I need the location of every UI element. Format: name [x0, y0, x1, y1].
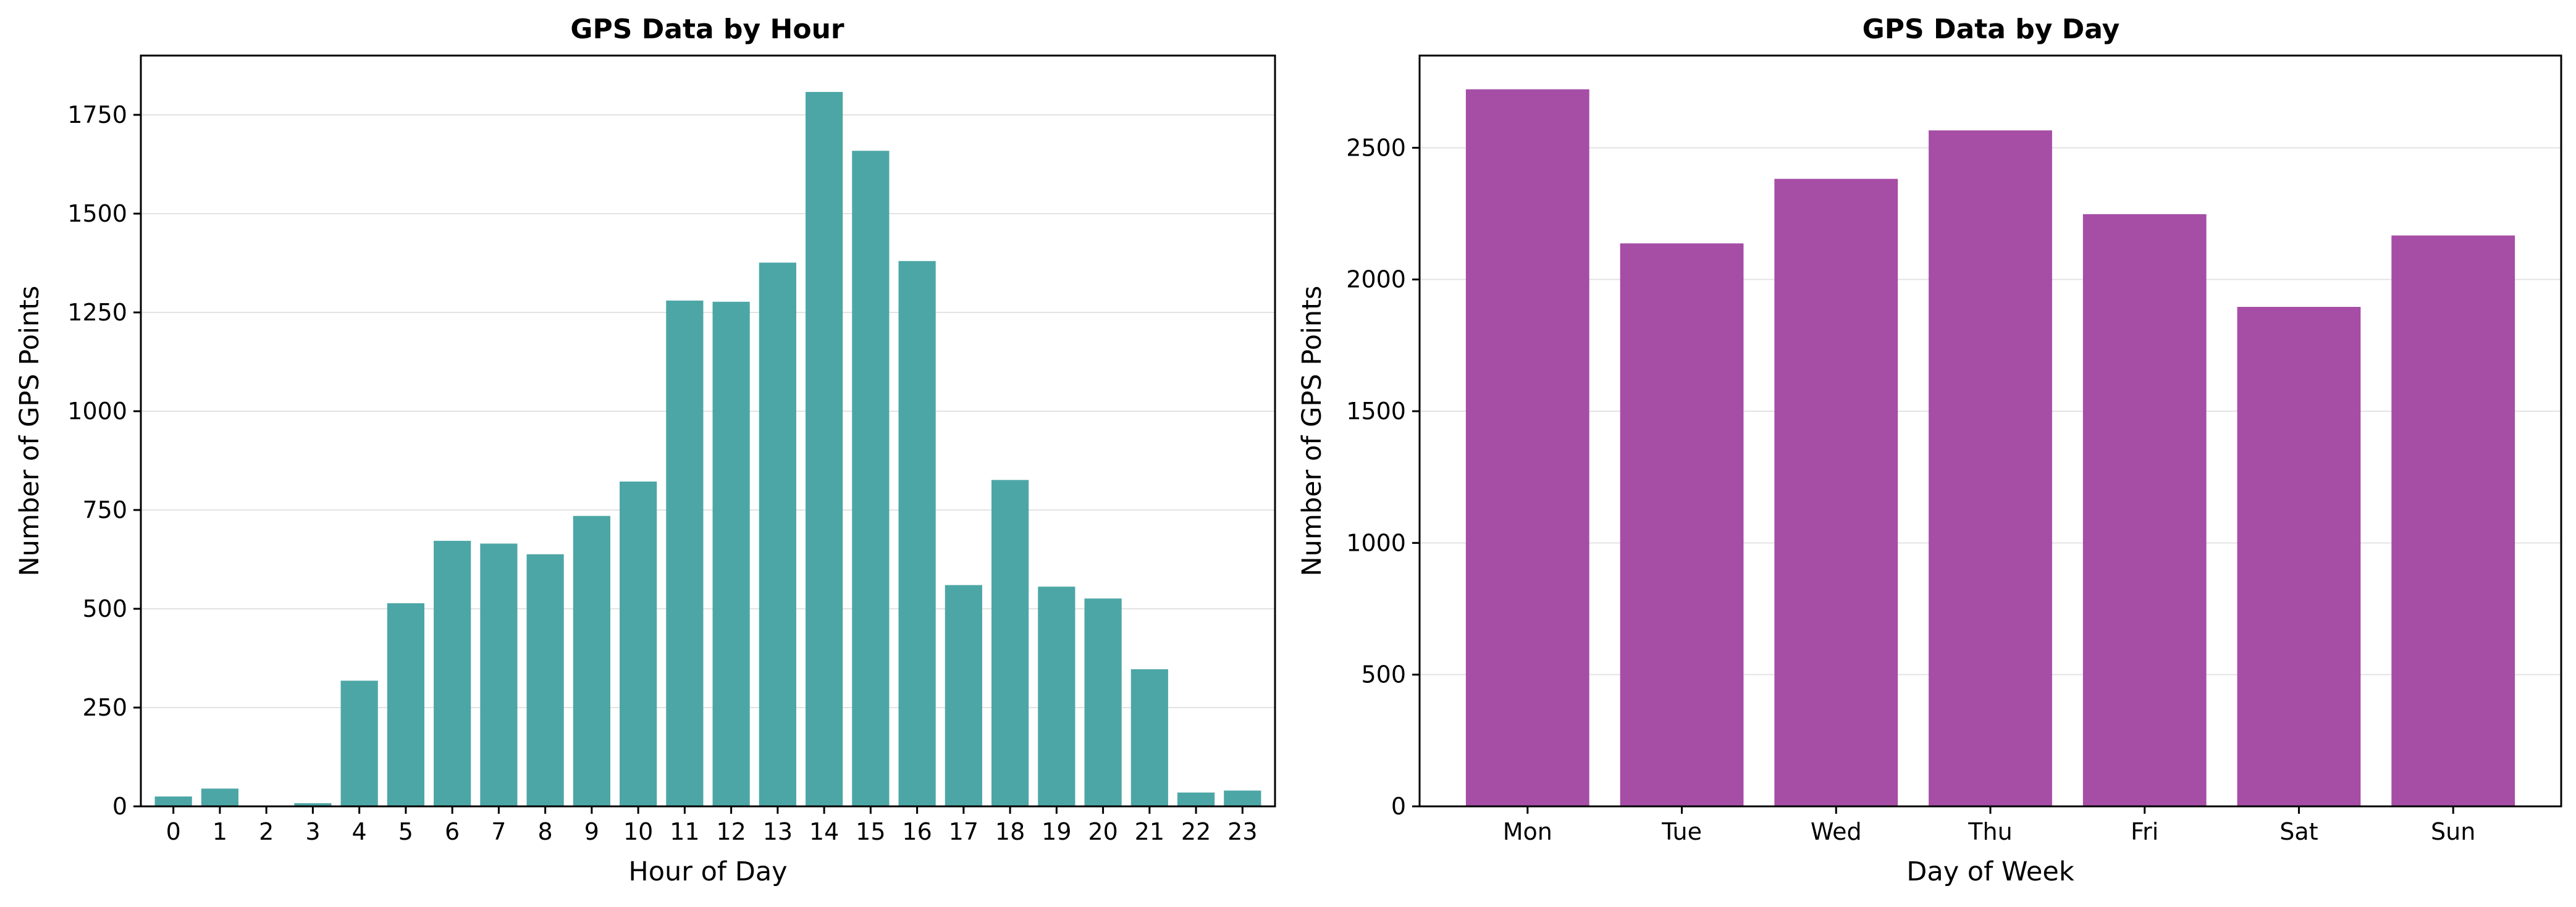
hour-bar-0: [154, 796, 192, 806]
hour-xtick-label: 17: [949, 818, 979, 845]
hour-xtick-label: 5: [398, 818, 413, 845]
hour-ytick-label: 1750: [67, 101, 127, 128]
hour-bar-14: [806, 91, 843, 806]
hour-chart-frame: [140, 54, 1276, 808]
hour-bar-3: [294, 803, 332, 806]
hour-bar-4: [340, 680, 378, 806]
hour-bar-10: [620, 481, 657, 806]
day-ytick-label: 2000: [1346, 266, 1406, 293]
hour-xtick-label: 13: [763, 818, 793, 845]
day-chart-bars: [1465, 89, 2515, 807]
hour-chart-bars: [154, 91, 1261, 807]
day-xtick-label: Fri: [2131, 818, 2158, 845]
hour-bar-1: [201, 788, 239, 806]
hour-xtick-label: 2: [259, 818, 274, 845]
hour-chart-ylabel: Number of GPS Points: [14, 286, 45, 577]
hour-ytick-label: 1000: [67, 398, 127, 425]
hour-xtick-label: 10: [623, 818, 653, 845]
hour-bar-19: [1038, 587, 1075, 806]
hour-bar-16: [898, 261, 936, 806]
hour-bar-8: [526, 554, 564, 806]
day-bar-sat: [2237, 307, 2361, 806]
day-chart-frame: [1418, 54, 2562, 808]
hour-bar-12: [712, 301, 750, 807]
day-ytick-label: 500: [1361, 661, 1406, 688]
day-ytick-label: 2500: [1346, 134, 1406, 161]
hour-xtick-label: 11: [670, 818, 699, 845]
day-bar-wed: [1774, 178, 1898, 806]
hour-xtick-label: 21: [1135, 818, 1164, 845]
hour-xtick-label: 7: [491, 818, 506, 845]
hour-ytick-label: 0: [112, 793, 127, 820]
day-chart-title: GPS Data by Day: [1863, 14, 2120, 45]
hour-bar-18: [991, 480, 1029, 806]
hour-bar-22: [1177, 792, 1215, 806]
hour-ytick-label: 500: [82, 595, 127, 622]
hour-xtick-label: 16: [902, 818, 932, 845]
day-xtick-label: Sun: [2431, 818, 2475, 845]
hour-xtick-label: 15: [856, 818, 885, 845]
hour-bar-17: [945, 585, 982, 806]
hour-ytick-label: 1500: [67, 200, 127, 227]
hour-xtick-label: 19: [1042, 818, 1071, 845]
day-bar-fri: [2082, 214, 2207, 806]
hour-ytick-label: 1250: [67, 299, 127, 326]
hour-chart-xlabel: Hour of Day: [628, 856, 787, 887]
hour-xtick-label: 3: [305, 818, 320, 845]
day-ytick-label: 0: [1391, 793, 1406, 820]
day-bar-mon: [1465, 89, 1589, 807]
day-xtick-label: Wed: [1811, 818, 1862, 845]
day-bar-thu: [1929, 130, 2052, 806]
hour-bar-6: [434, 540, 471, 806]
day-xtick-label: Mon: [1503, 818, 1552, 845]
day-xtick-label: Tue: [1661, 818, 1702, 845]
hour-xtick-label: 14: [809, 818, 839, 845]
hour-xtick-label: 1: [213, 818, 227, 845]
hour-xtick-label: 0: [166, 818, 181, 845]
day-chart: GPS Data by Day 0 500 1000 1500 2000 2500 Mon T…: [1297, 14, 2562, 887]
hour-bar-15: [852, 151, 890, 807]
hour-bar-11: [666, 300, 704, 806]
hour-ytick-label: 250: [82, 694, 127, 721]
hour-bar-23: [1224, 790, 1261, 806]
hour-xtick-label: 20: [1088, 818, 1118, 845]
hour-bar-20: [1084, 598, 1122, 806]
hour-chart: GPS Data by Hour 02505007501000125015001…: [14, 14, 1276, 887]
hour-xtick-label: 9: [584, 818, 599, 845]
day-chart-xlabel: Day of Week: [1906, 856, 2074, 887]
hour-bar-5: [387, 603, 424, 806]
hour-bar-9: [573, 516, 610, 806]
hour-chart-title: GPS Data by Hour: [570, 14, 844, 45]
hour-chart-grid: [141, 114, 1275, 807]
day-chart-ylabel: Number of GPS Points: [1297, 286, 1328, 577]
hour-bar-13: [759, 262, 796, 806]
day-xtick-label: Thu: [1968, 818, 2012, 845]
hour-xtick-label: 8: [538, 818, 553, 845]
day-ytick-label: 1500: [1346, 398, 1406, 425]
hour-xtick-label: 22: [1181, 818, 1211, 845]
hour-ytick-label: 750: [82, 496, 127, 524]
hour-xtick-label: 23: [1227, 818, 1257, 845]
day-xtick-label: Sat: [2279, 818, 2318, 845]
hour-bar-7: [480, 543, 518, 806]
day-bar-sun: [2391, 235, 2515, 806]
day-ytick-label: 1000: [1346, 529, 1406, 556]
hour-xtick-label: 4: [352, 818, 367, 845]
day-bar-tue: [1620, 243, 1744, 806]
hour-xtick-label: 12: [716, 818, 746, 845]
hour-bar-21: [1130, 669, 1168, 806]
hour-xtick-label: 18: [995, 818, 1025, 845]
hour-xtick-label: 6: [445, 818, 460, 845]
day-chart-ticks: 0 500 1000 1500 2000 2500 Mon Tue Wed Thu Fri Sat Su…: [1346, 134, 2475, 845]
